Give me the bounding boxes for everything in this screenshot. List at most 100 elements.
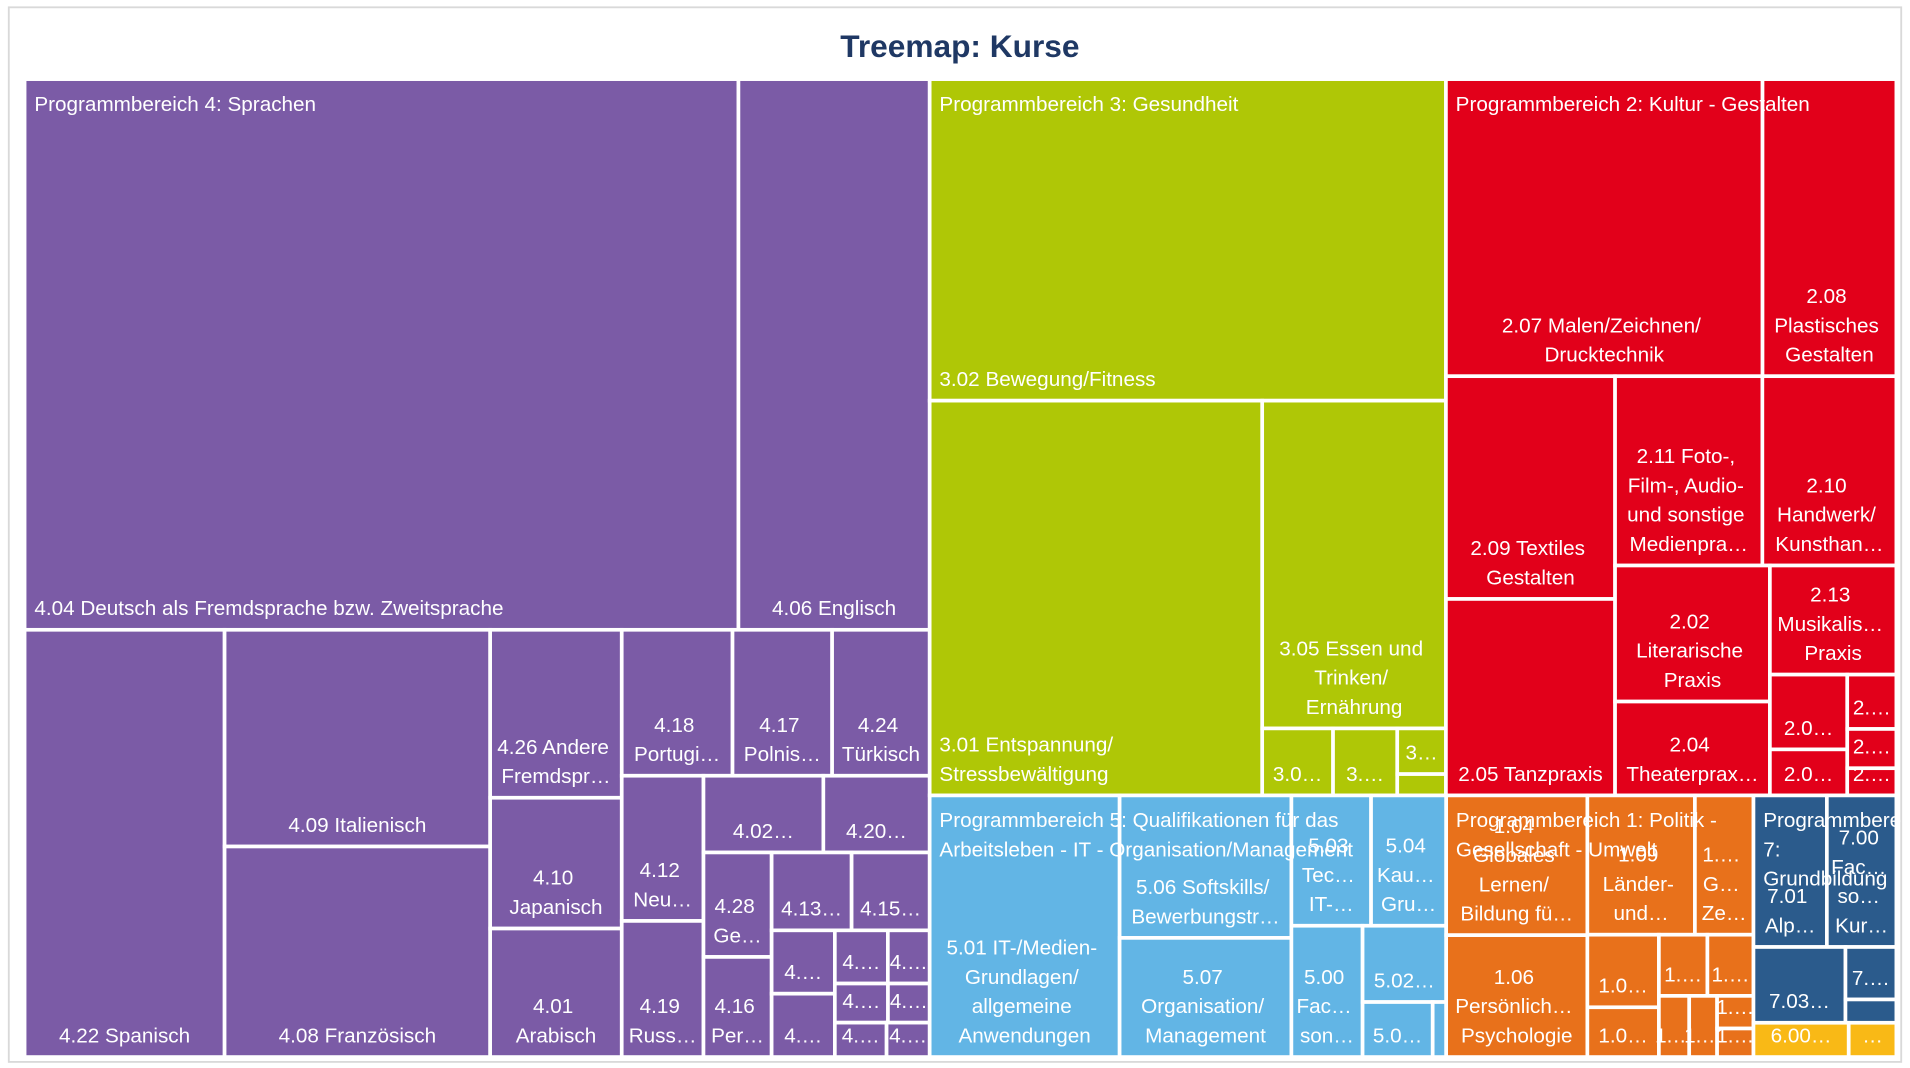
leaf-label: 4.16 Per…	[711, 995, 764, 1047]
leaf-label: 4.…	[889, 1024, 927, 1047]
leaf-label: 1.…	[1664, 963, 1702, 986]
treemap-leaf	[1843, 945, 1899, 1002]
leaf-label: 4.…	[842, 951, 880, 974]
treemap-leaf	[1613, 374, 1765, 568]
leaf-label: 4.24 Türkisch	[842, 714, 920, 766]
leaf-label: 2.10 Handwerk/ Kunsthan…	[1775, 474, 1883, 555]
leaf-label: 7.03…	[1769, 990, 1830, 1013]
group-label: Programmbereich 4: Sprachen	[34, 93, 316, 116]
treemap-leaf	[1613, 699, 1772, 798]
treemap-leaf	[1444, 77, 1765, 379]
leaf-label: 5.0…	[1373, 1024, 1422, 1047]
leaf-label: 2.…	[1853, 696, 1891, 719]
treemap-leaf	[701, 850, 774, 959]
treemap-leaf	[488, 926, 624, 1059]
treemap-leaf	[769, 928, 837, 996]
leaf-label: 1.… G… Ze…	[1702, 844, 1747, 925]
treemap-leaf	[1705, 932, 1756, 998]
leaf-label: 1.09 Länder- und…	[1603, 844, 1680, 925]
group-label: Programmbereich 2: Kultur - Gestalten	[1456, 93, 1810, 116]
treemap-leaf	[1444, 933, 1590, 1059]
leaf-label: 1.…	[1716, 996, 1754, 1019]
leaf-label: 1.…	[1655, 1024, 1693, 1047]
leaf-label: 4.18 Portugi…	[634, 714, 720, 766]
group-label: Programmbereich 7: Grundbildung	[1763, 809, 1910, 890]
leaf-label: 2.02 Literarische Praxis	[1636, 610, 1749, 691]
treemap-leaves	[22, 77, 1899, 1059]
leaf-label: 4.…	[890, 990, 928, 1013]
treemap-leaf	[22, 77, 741, 632]
treemap-leaf	[701, 955, 774, 1059]
leaf-label: 7.…	[1852, 967, 1890, 990]
leaf-label: …	[1862, 1024, 1883, 1047]
leaf-label: 1.0…	[1598, 1024, 1647, 1047]
treemap-leaf	[1657, 994, 1692, 1059]
leaf-label: 7.01 Alp…	[1765, 885, 1816, 937]
leaf-label: 4.13…	[781, 898, 842, 921]
leaf-label: 4.…	[842, 990, 880, 1013]
leaf-label: 1.04 Globales Lernen/ Bildung fü…	[1460, 815, 1573, 926]
group-label: Programmbereich 3: Gesundheit	[939, 93, 1238, 116]
leaf-label: 4.04 Deutsch als Fremdsprache bzw. Zweit…	[34, 597, 503, 620]
treemap-leaf	[927, 793, 1122, 1059]
treemap-leaf	[619, 773, 706, 923]
leaf-label: 5.06 Softskills/ Bewerbungstr…	[1131, 876, 1279, 928]
leaf-label: 4.26 Andere Fremdspr…	[497, 736, 614, 788]
leaf-label: 5.01 IT-/Medien- Grundlagen/ allgemeine …	[946, 937, 1102, 1048]
leaf-label: 4.01 Arabisch	[516, 995, 596, 1047]
leaf-label: 4.02…	[733, 820, 794, 843]
leaf-label: 6.00…	[1771, 1024, 1832, 1047]
leaf-label: 2.0…	[1784, 763, 1833, 786]
treemap-leaf	[1585, 793, 1697, 937]
leaf-label: 2.11 Foto-, Film-, Audio- und sonstige M…	[1627, 445, 1750, 556]
treemap-leaf	[619, 627, 735, 778]
treemap-leaf	[1760, 77, 1899, 379]
leaf-label: 1.…	[1716, 1024, 1754, 1047]
chart-title: Treemap: Kurse	[840, 28, 1079, 64]
leaf-label: 3.01 Entspannung/ Stressbewältigung	[939, 734, 1118, 786]
leaf-label: 5.07 Organisation/ Management	[1141, 966, 1270, 1047]
treemap-leaf	[1260, 398, 1448, 731]
leaf-label: 2.04 Theaterprax…	[1626, 734, 1758, 786]
treemap-leaf	[1117, 936, 1294, 1059]
treemap-leaf	[1444, 374, 1617, 601]
leaf-label: 4.09 Italienisch	[288, 814, 426, 837]
leaf-label: 3.…	[1346, 763, 1384, 786]
treemap-leaf	[736, 77, 932, 632]
leaf-label: 4.28 Ge…	[713, 895, 761, 947]
treemap-leaf	[1846, 1020, 1899, 1059]
leaf-label: 5.04 Kau… Gru…	[1377, 835, 1440, 916]
leaf-label: 2.13 Musikalis… Praxis	[1777, 584, 1889, 665]
leaf-label: 3.05 Essen und Trinken/ Ernährung	[1279, 637, 1429, 718]
leaf-label: 4.20…	[846, 820, 907, 843]
treemap-leaf	[833, 928, 890, 986]
chart-frame	[7, 6, 1903, 1063]
leaf-label: 1.06 Persönlich… Psychologie	[1455, 966, 1578, 1047]
leaf-label: 4.17 Polnis…	[744, 714, 821, 766]
leaf-label: 4.…	[842, 1024, 880, 1047]
treemap-leaf	[1395, 772, 1448, 798]
leaf-label: 1.0…	[1598, 975, 1647, 998]
treemap-leaf	[22, 627, 227, 1059]
treemap-leaf	[769, 991, 837, 1059]
treemap-leaf	[1117, 793, 1294, 940]
treemap-leaf	[1289, 923, 1365, 1059]
leaf-label: 2.…	[1853, 763, 1891, 786]
leaf-label: 4.15…	[860, 898, 921, 921]
leaf-label: 7.00 Fac… so… Kur…	[1831, 827, 1892, 938]
leaf-label: 5.03 Tec… IT-…	[1302, 835, 1361, 916]
treemap-leaf	[1430, 1000, 1449, 1059]
treemap-leaf	[488, 627, 624, 800]
leaf-label: 3.02 Bewegung/Fitness	[939, 368, 1155, 391]
leaf-label: 2.08 Plastisches Gestalten	[1774, 285, 1884, 366]
treemap-leaf	[833, 1020, 889, 1059]
leaf-label: 3…	[1405, 741, 1437, 764]
treemap-leaf	[222, 627, 492, 849]
treemap-leaf	[927, 77, 1448, 403]
leaf-label: 4.…	[784, 961, 822, 984]
treemap-leaf	[1687, 994, 1719, 1059]
leaf-label: 5.02…	[1374, 969, 1435, 992]
leaf-label: 4.10 Japanisch	[509, 867, 602, 919]
